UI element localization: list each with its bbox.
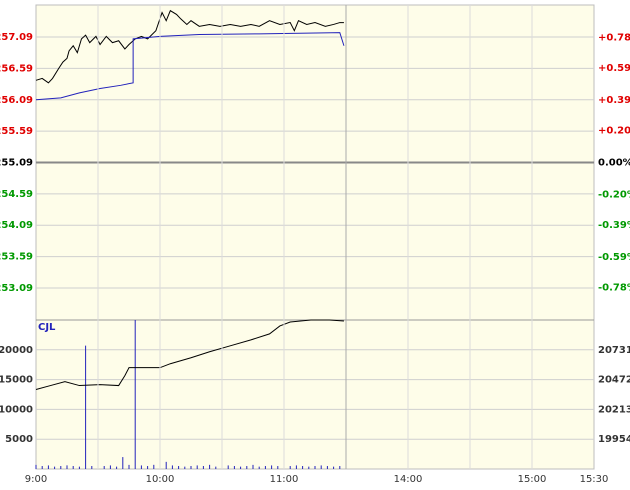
line-average: [35, 32, 345, 101]
panel-label: CJL: [38, 322, 56, 333]
y2-tick-label: -0.78%: [598, 282, 630, 293]
y-tick-label: 15000: [0, 375, 33, 386]
line-price: [35, 9, 344, 84]
y-tick-label: 256.09: [0, 95, 33, 106]
y-tick-label: 5000: [5, 434, 33, 445]
x-tick-label: 14:00: [394, 474, 423, 485]
y2-tick-label: 204724: [598, 375, 630, 386]
y2-tick-label: +0.78%: [598, 33, 630, 44]
x-tick-label: 15:30: [580, 474, 609, 485]
y-tick-label: 256.59: [0, 63, 33, 74]
y-tick-label: 257.09: [0, 32, 33, 43]
x-tick-label: 10:00: [146, 474, 175, 485]
x-tick-label: 9:00: [25, 474, 47, 485]
y-tick-label: 253.59: [0, 252, 33, 263]
y2-tick-label: 199540: [598, 434, 630, 445]
y2-tick-label: +0.20%: [598, 125, 630, 136]
y-tick-label: 10000: [0, 404, 33, 415]
y2-tick-label: +0.39%: [598, 95, 630, 106]
y2-tick-label: -0.20%: [598, 190, 630, 201]
y-tick-label: 254.59: [0, 189, 33, 200]
x-tick-label: 15:00: [518, 474, 547, 485]
y-tick-label: 255.59: [0, 126, 33, 137]
y-tick-label: 254.09: [0, 220, 33, 231]
y2-tick-label: -0.59%: [598, 252, 630, 263]
y2-tick-label: +0.59%: [598, 63, 630, 74]
y-tick-label: 255.09: [0, 158, 33, 169]
y2-tick-label: -0.39%: [598, 220, 630, 231]
y2-tick-label: 0.00%: [598, 158, 630, 169]
line-amount: [35, 319, 344, 391]
y-tick-label: 20000: [0, 345, 33, 356]
y2-tick-label: 207316: [598, 345, 630, 356]
y2-tick-label: 202132: [598, 404, 630, 415]
x-tick-label: 11:00: [270, 474, 299, 485]
plot-area: [35, 4, 595, 470]
y-tick-label: 253.09: [0, 283, 33, 294]
